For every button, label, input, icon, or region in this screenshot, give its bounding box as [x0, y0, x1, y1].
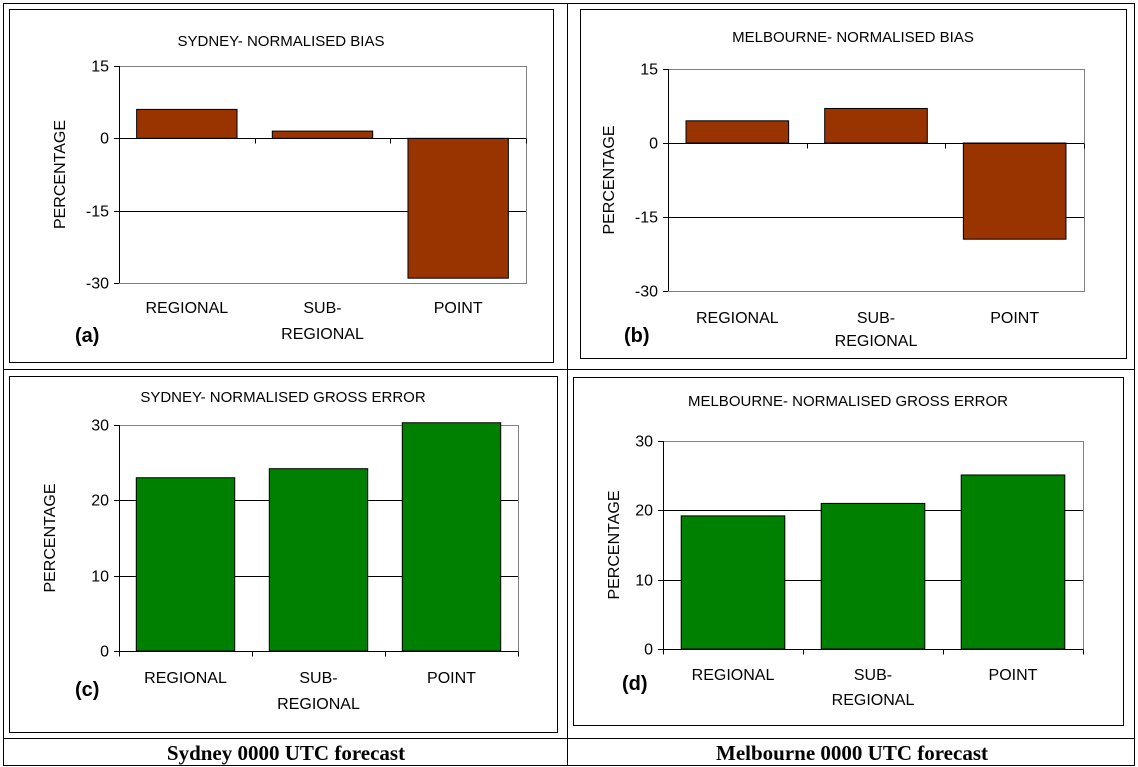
y-tick-label: 30: [91, 418, 109, 435]
category-label: SUB-REGIONAL: [281, 300, 364, 343]
panel-label: (b): [624, 325, 650, 347]
bar: [136, 108, 238, 139]
bar: [680, 515, 786, 650]
bar: [268, 468, 369, 652]
y-tick-label: -30: [86, 276, 109, 293]
bar: [960, 474, 1066, 650]
y-axis-label: PERCENTAGE: [601, 125, 618, 234]
y-tick-label: -15: [635, 210, 658, 227]
chart-title: SYDNEY- NORMALISED GROSS ERROR: [140, 389, 426, 406]
y-axis-label: PERCENTAGE: [52, 120, 69, 229]
bar: [407, 137, 509, 279]
chart-title: SYDNEY- NORMALISED BIAS: [177, 33, 384, 50]
category-label: POINT: [434, 300, 483, 317]
y-axis-label: PERCENTAGE: [42, 483, 59, 592]
panel-label: (d): [622, 673, 648, 695]
y-axis-label: PERCENTAGE: [606, 490, 623, 599]
y-tick-label: -15: [86, 204, 109, 221]
category-label: SUB-REGIONAL: [835, 310, 918, 350]
y-tick-label: -30: [635, 284, 658, 301]
bar: [401, 422, 502, 652]
chart-title: MELBOURNE- NORMALISED GROSS ERROR: [688, 393, 1008, 410]
y-tick-label: 0: [100, 644, 109, 661]
bar: [820, 502, 926, 650]
y-tick-label: 0: [649, 136, 658, 153]
outer-table-border: [3, 3, 1135, 766]
caption-sydney: Sydney 0000 UTC forecast: [166, 741, 406, 765]
category-label: SUB-REGIONAL: [277, 670, 360, 713]
y-tick-label: 10: [635, 573, 653, 590]
category-label: POINT: [989, 667, 1038, 684]
panel-label: (c): [75, 679, 99, 701]
chart-panel-a: SYDNEY- NORMALISED BIAS -30 -15 0 15 PERCENTA…: [9, 9, 554, 363]
bar: [271, 130, 374, 139]
category-label: POINT: [427, 670, 476, 687]
chart-title: MELBOURNE- NORMALISED BIAS: [732, 29, 974, 46]
category-label: REGIONAL: [696, 310, 779, 327]
category-label: REGIONAL: [145, 300, 228, 317]
category-label: REGIONAL: [144, 670, 227, 687]
chart-panel-c: SYDNEY- NORMALISED GROSS ERROR 0 10 20 30 PER…: [9, 376, 558, 733]
y-tick-label: 0: [644, 642, 653, 659]
category-label: POINT: [990, 310, 1039, 327]
bar: [962, 142, 1067, 240]
y-tick-label: 20: [91, 493, 109, 510]
bar: [824, 107, 928, 144]
chart-panel-b: MELBOURNE- NORMALISED BIAS -30 -15 0 15 PERCE…: [580, 9, 1127, 359]
category-label: SUB-REGIONAL: [832, 667, 915, 709]
y-tick-label: 30: [635, 434, 653, 451]
y-tick-label: 0: [100, 131, 109, 148]
y-tick-label: 20: [635, 503, 653, 520]
caption-melbourne: Melbourne 0000 UTC forecast: [716, 741, 988, 765]
y-tick-label: 15: [91, 59, 109, 76]
category-label: REGIONAL: [692, 667, 775, 684]
panel-label: (a): [75, 325, 99, 347]
chart-panel-d: MELBOURNE- NORMALISED GROSS ERROR 0 10 20 30…: [573, 377, 1124, 726]
bar: [135, 477, 236, 652]
bar: [685, 120, 790, 144]
y-tick-label: 15: [640, 62, 658, 79]
y-tick-label: 10: [91, 569, 109, 586]
